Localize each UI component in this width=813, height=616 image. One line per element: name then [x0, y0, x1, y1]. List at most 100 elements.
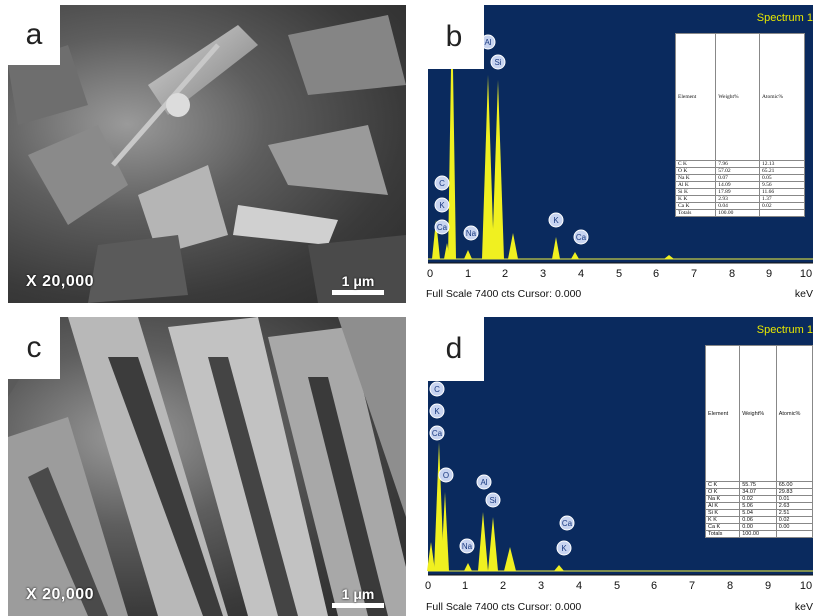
- table-row: Totals 100.00: [674, 209, 806, 217]
- x-tick: 4: [576, 580, 582, 592]
- table-cell: 7.96: [715, 160, 760, 168]
- svg-text:Al: Al: [484, 38, 491, 47]
- table-cell: Al K: [674, 181, 717, 189]
- peak-label-al-b: Al: [480, 34, 496, 50]
- x-tick: 9: [766, 268, 772, 280]
- composition-table: Element Weight% Atomic% C K 55.75 65.00 …: [704, 345, 813, 538]
- eds-panel-b: C K Ca Na Al Si K Ca: [424, 5, 813, 303]
- table-row: Al K 14.09 9.56: [674, 181, 806, 189]
- svg-text:O: O: [443, 471, 449, 480]
- table-cell: 0.07: [715, 174, 760, 182]
- scale-bar-label: 1 μm: [341, 586, 375, 602]
- table-cell: Al K: [704, 502, 741, 510]
- table-cell: 2.93: [715, 195, 760, 203]
- table-cell: 12.13: [758, 160, 806, 168]
- table-cell: Ca K: [674, 202, 717, 210]
- svg-text:K: K: [553, 216, 559, 225]
- table-cell: 2.51: [775, 509, 813, 517]
- table-cell: 0.06: [739, 516, 777, 524]
- table-cell: Na K: [674, 174, 717, 182]
- table-row: O K 34.07 29.83: [704, 488, 813, 496]
- spectrum-title: Spectrum 1: [756, 12, 813, 24]
- table-cell: K K: [674, 195, 717, 203]
- peak-label-k2-d: K: [556, 540, 572, 556]
- table-cell: C K: [704, 481, 741, 489]
- peak-label-ca2-d: Ca: [559, 515, 575, 531]
- eds-footer: Full Scale 7400 cts Cursor: 0.000: [426, 601, 582, 613]
- table-row: Si K 17.89 11.66: [674, 188, 806, 196]
- svg-text:Ca: Ca: [432, 429, 443, 438]
- table-cell: 17.89: [715, 188, 760, 196]
- x-tick: 1: [462, 580, 468, 592]
- x-tick: 8: [729, 268, 735, 280]
- magnification-label: X 20,000: [26, 586, 95, 603]
- x-axis-unit: keV: [794, 601, 813, 613]
- table-cell: 100.00: [739, 530, 777, 538]
- table-cell: Totals: [704, 530, 741, 538]
- table-cell: Totals: [674, 209, 717, 217]
- table-cell: O K: [674, 167, 717, 175]
- x-tick: 4: [578, 268, 584, 280]
- table-row: Ca K 0.04 0.02: [674, 202, 806, 210]
- peak-label-na-b: Na: [463, 225, 479, 241]
- table-row: K K 2.93 1.37: [674, 195, 806, 203]
- x-tick: 10: [800, 580, 812, 592]
- table-header: Atomic%: [758, 33, 806, 161]
- x-tick: 3: [540, 268, 546, 280]
- table-cell: 5.06: [739, 502, 777, 510]
- x-tick: 6: [653, 268, 659, 280]
- x-tick: 3: [538, 580, 544, 592]
- panel-label-c: c: [8, 317, 60, 379]
- table-row: C K 55.75 65.00: [704, 481, 813, 489]
- x-tick: 5: [616, 268, 622, 280]
- table-cell: 14.09: [715, 181, 760, 189]
- x-tick: 8: [727, 580, 733, 592]
- x-tick: 2: [502, 268, 508, 280]
- table-cell: [758, 209, 806, 217]
- table-cell: 11.66: [758, 188, 806, 196]
- table-cell: 100.00: [715, 209, 760, 217]
- svg-text:Na: Na: [462, 542, 473, 551]
- table-header: Element: [674, 33, 717, 161]
- svg-text:C: C: [434, 385, 440, 394]
- peak-label-o-d: O: [438, 467, 454, 483]
- sem-image-c: c X 20,000 1 μm: [8, 317, 406, 616]
- table-header-row: Element Weight% Atomic%: [674, 33, 806, 161]
- table-cell: 0.02: [739, 495, 777, 503]
- x-tick: 10: [800, 268, 812, 280]
- table-header: Weight%: [739, 345, 777, 482]
- eds-spectrum-d: C K Ca O Na Al Si Ca: [425, 381, 813, 592]
- table-cell: [775, 530, 813, 538]
- peak-label-si-d: Si: [485, 492, 501, 508]
- eds-footer: Full Scale 7400 cts Cursor: 0.000: [426, 288, 582, 300]
- spectrum-title: Spectrum 1: [756, 324, 813, 336]
- magnification-label: X 20,000: [26, 273, 95, 290]
- table-cell: 5.04: [739, 509, 777, 517]
- table-cell: Ca K: [704, 523, 741, 531]
- scale-bar: 1 μm: [332, 273, 384, 295]
- peak-label-na-d: Na: [459, 538, 475, 554]
- table-row: Totals 100.00: [704, 530, 813, 538]
- x-tick: 2: [500, 580, 506, 592]
- table-row: O K 57.02 65.21: [674, 167, 806, 175]
- table-cell: 2.63: [775, 502, 813, 510]
- peak-label-al-d: Al: [476, 474, 492, 490]
- scale-bar-label: 1 μm: [341, 273, 375, 289]
- table-row: Na K 0.07 0.05: [674, 174, 806, 182]
- table-cell: O K: [704, 488, 741, 496]
- svg-text:C: C: [439, 179, 445, 188]
- table-cell: C K: [674, 160, 717, 168]
- svg-text:Si: Si: [489, 496, 496, 505]
- svg-text:Ca: Ca: [562, 519, 573, 528]
- table-row: Ca K 0.00 0.00: [704, 523, 813, 531]
- table-cell: 9.56: [758, 181, 806, 189]
- table-cell: Si K: [704, 509, 741, 517]
- table-cell: 65.21: [758, 167, 806, 175]
- table-cell: 0.02: [775, 516, 813, 524]
- svg-text:Si: Si: [494, 58, 501, 67]
- table-cell: 0.01: [775, 495, 813, 503]
- table-cell: Na K: [704, 495, 741, 503]
- svg-text:Al: Al: [480, 478, 487, 487]
- table-cell: 0.02: [758, 202, 806, 210]
- sem-texture-a: [8, 15, 406, 303]
